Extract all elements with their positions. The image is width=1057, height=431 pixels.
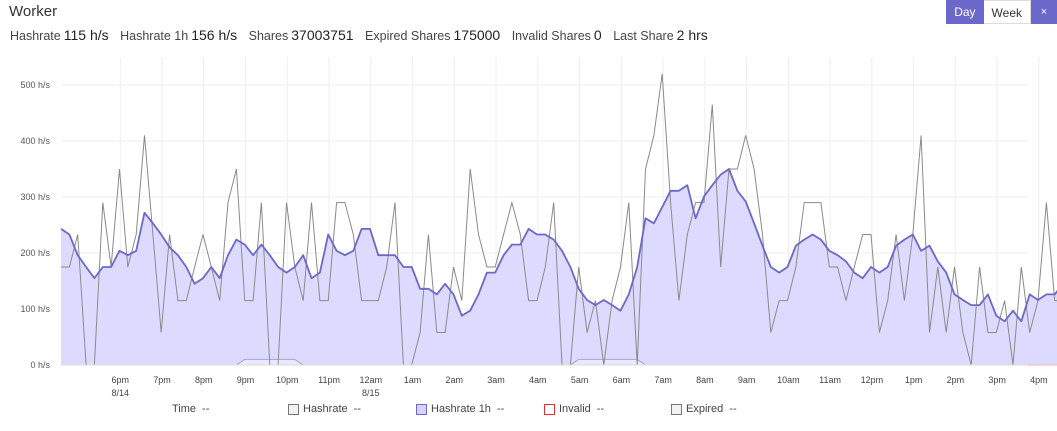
x-tick-label: 11pm [318, 375, 340, 385]
stat-hashrate: Hashrate 115 h/s [10, 27, 109, 43]
legend-label: Hashrate [303, 403, 348, 415]
legend-swatch-hashrate [288, 403, 299, 415]
x-tick-sublabel: 8/14 [112, 388, 130, 398]
y-tick-label: 300 h/s [20, 192, 50, 202]
stat-label: Hashrate 1h [120, 29, 189, 43]
legend-time-label: Time [172, 403, 197, 415]
legend-value: -- [729, 403, 737, 415]
x-tick-label: 6pm [112, 375, 130, 385]
legend-value: -- [353, 403, 361, 415]
stat-value: 2 hrs [676, 27, 708, 43]
x-tick-label: 7am [654, 375, 672, 385]
hashrate-chart: 0 h/s 100 h/s 200 h/s 300 h/s 400 h/s 500 h/s… [20, 57, 1057, 398]
x-tick-label: 11am [819, 375, 841, 385]
y-tick-label: 400 h/s [20, 136, 50, 146]
stat-invalid-shares: Invalid Shares 0 [511, 27, 602, 43]
x-tick-label: 10pm [276, 375, 299, 385]
x-tick-label: 9am [738, 375, 756, 385]
y-tick-label: 200 h/s [20, 248, 50, 258]
legend-time: Time -- [172, 403, 209, 415]
legend-label: Expired [686, 403, 724, 415]
stat-value: 175000 [453, 27, 501, 43]
series-hashrate-1h-line [60, 168, 1057, 323]
legend-item-expired[interactable]: Expired -- [671, 403, 737, 415]
x-tick-label: 12pm [861, 375, 884, 385]
legend-value: -- [596, 403, 605, 415]
x-tick-label: 2pm [947, 375, 965, 385]
legend-swatch-expired [671, 403, 682, 415]
x-tick-label: 7pm [153, 375, 171, 385]
x-tick-label: 12am [360, 375, 383, 385]
page-title: Worker [9, 3, 58, 20]
legend-item-invalid[interactable]: Invalid -- [544, 403, 604, 415]
chart-legend: Time -- Hashrate -- Hashrate 1h -- Inval… [0, 403, 1057, 419]
stat-label: Shares [248, 29, 289, 43]
legend-label: Hashrate 1h [431, 403, 491, 415]
series-hashrate-1h-area [61, 169, 1057, 365]
x-tick-label: 1am [404, 375, 422, 385]
legend-value: -- [496, 403, 505, 415]
x-tick-label: 8am [696, 375, 714, 385]
legend-label: Invalid [559, 403, 591, 415]
x-tick-label: 3pm [988, 375, 1006, 385]
stat-value: 115 h/s [63, 27, 109, 43]
stat-value: 156 h/s [191, 27, 238, 43]
stat-expired-shares: Expired Shares 175000 [365, 27, 501, 43]
stat-label: Expired Shares [365, 29, 451, 43]
week-button[interactable]: Week [983, 0, 1031, 24]
stat-label: Hashrate [10, 29, 61, 43]
legend-item-hashrate-1h[interactable]: Hashrate 1h -- [416, 403, 504, 415]
y-tick-label: 500 h/s [20, 80, 50, 90]
day-button[interactable]: Day [946, 0, 984, 24]
x-tick-label: 6am [613, 375, 631, 385]
legend-item-hashrate[interactable]: Hashrate -- [288, 403, 361, 415]
x-tick-label: 3am [487, 375, 505, 385]
x-tick-label: 1pm [905, 375, 923, 385]
range-toggle: Day Week × [946, 0, 1057, 24]
legend-swatch-hashrate-1h [416, 403, 427, 415]
close-button[interactable]: × [1031, 0, 1057, 24]
stat-value: 37003751 [291, 27, 354, 43]
x-tick-label: 10am [777, 375, 800, 385]
stat-last-share: Last Share 2 hrs [613, 27, 708, 43]
stat-value: 0 [593, 27, 602, 43]
y-tick-label: 100 h/s [20, 304, 50, 314]
x-tick-label: 5am [571, 375, 589, 385]
worker-stats: Hashrate 115 h/s Hashrate 1h 156 h/s Share… [10, 27, 716, 43]
x-tick-sublabel: 8/15 [362, 388, 380, 398]
y-tick-label: 0 h/s [30, 360, 50, 370]
legend-swatch-invalid [544, 403, 555, 415]
stat-hashrate-1h: Hashrate 1h 156 h/s [120, 27, 238, 43]
legend-time-value: -- [202, 403, 210, 415]
x-tick-label: 4am [529, 375, 547, 385]
stat-label: Last Share [613, 29, 674, 43]
x-tick-label: 4pm [1030, 375, 1048, 385]
x-tick-label: 2am [446, 375, 464, 385]
x-tick-label: 9pm [237, 375, 255, 385]
x-tick-label: 8pm [195, 375, 213, 385]
stat-label: Invalid Shares [511, 29, 591, 43]
stat-shares: Shares 37003751 [248, 27, 354, 43]
